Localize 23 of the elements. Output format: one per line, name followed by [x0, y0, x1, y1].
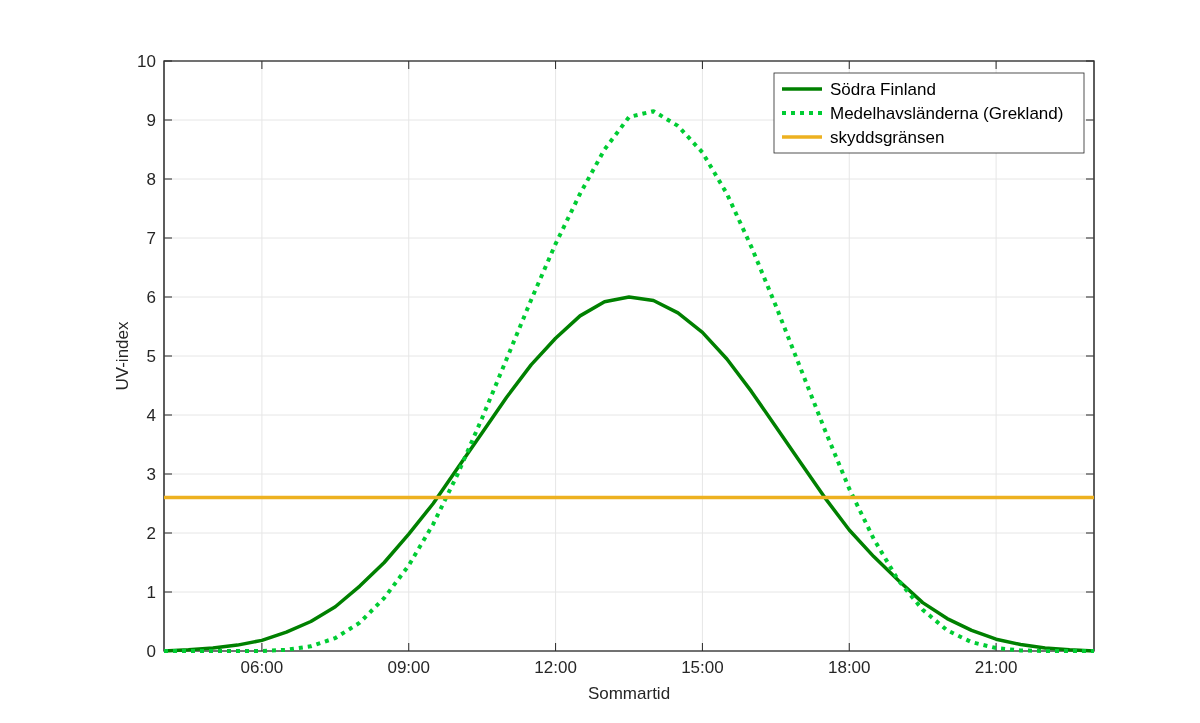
y-tick-label: 10	[137, 51, 156, 71]
line-series	[164, 109, 1094, 653]
y-tick-label: 9	[146, 110, 156, 130]
x-tick-label: 06:00	[240, 658, 284, 677]
y-tick-label: 8	[146, 169, 156, 189]
x-tick-label: 21:00	[974, 658, 1018, 677]
y-tick-label: 7	[146, 228, 156, 248]
legend-label: Medelhavsländerna (Grekland)	[830, 103, 1064, 123]
y-tick-label: 6	[146, 287, 156, 307]
x-tick-label: 12:00	[534, 658, 577, 677]
legend-label: skyddsgränsen	[830, 127, 945, 147]
legend-label: Södra Finland	[830, 79, 936, 99]
y-tick-label: 1	[146, 582, 156, 602]
x-tick-label: 09:00	[387, 658, 431, 677]
y-axis-title: UV-index	[113, 321, 132, 391]
y-tick-label: 4	[146, 405, 156, 425]
x-axis-title: Sommartid	[587, 684, 671, 703]
x-tick-label: 15:00	[681, 658, 724, 677]
y-tick-label: 0	[146, 641, 156, 661]
y-tick-label: 5	[146, 346, 156, 366]
x-tick-label: 18:00	[827, 658, 871, 677]
y-tick-label: 3	[146, 464, 156, 484]
y-tick-label: 2	[146, 523, 156, 543]
